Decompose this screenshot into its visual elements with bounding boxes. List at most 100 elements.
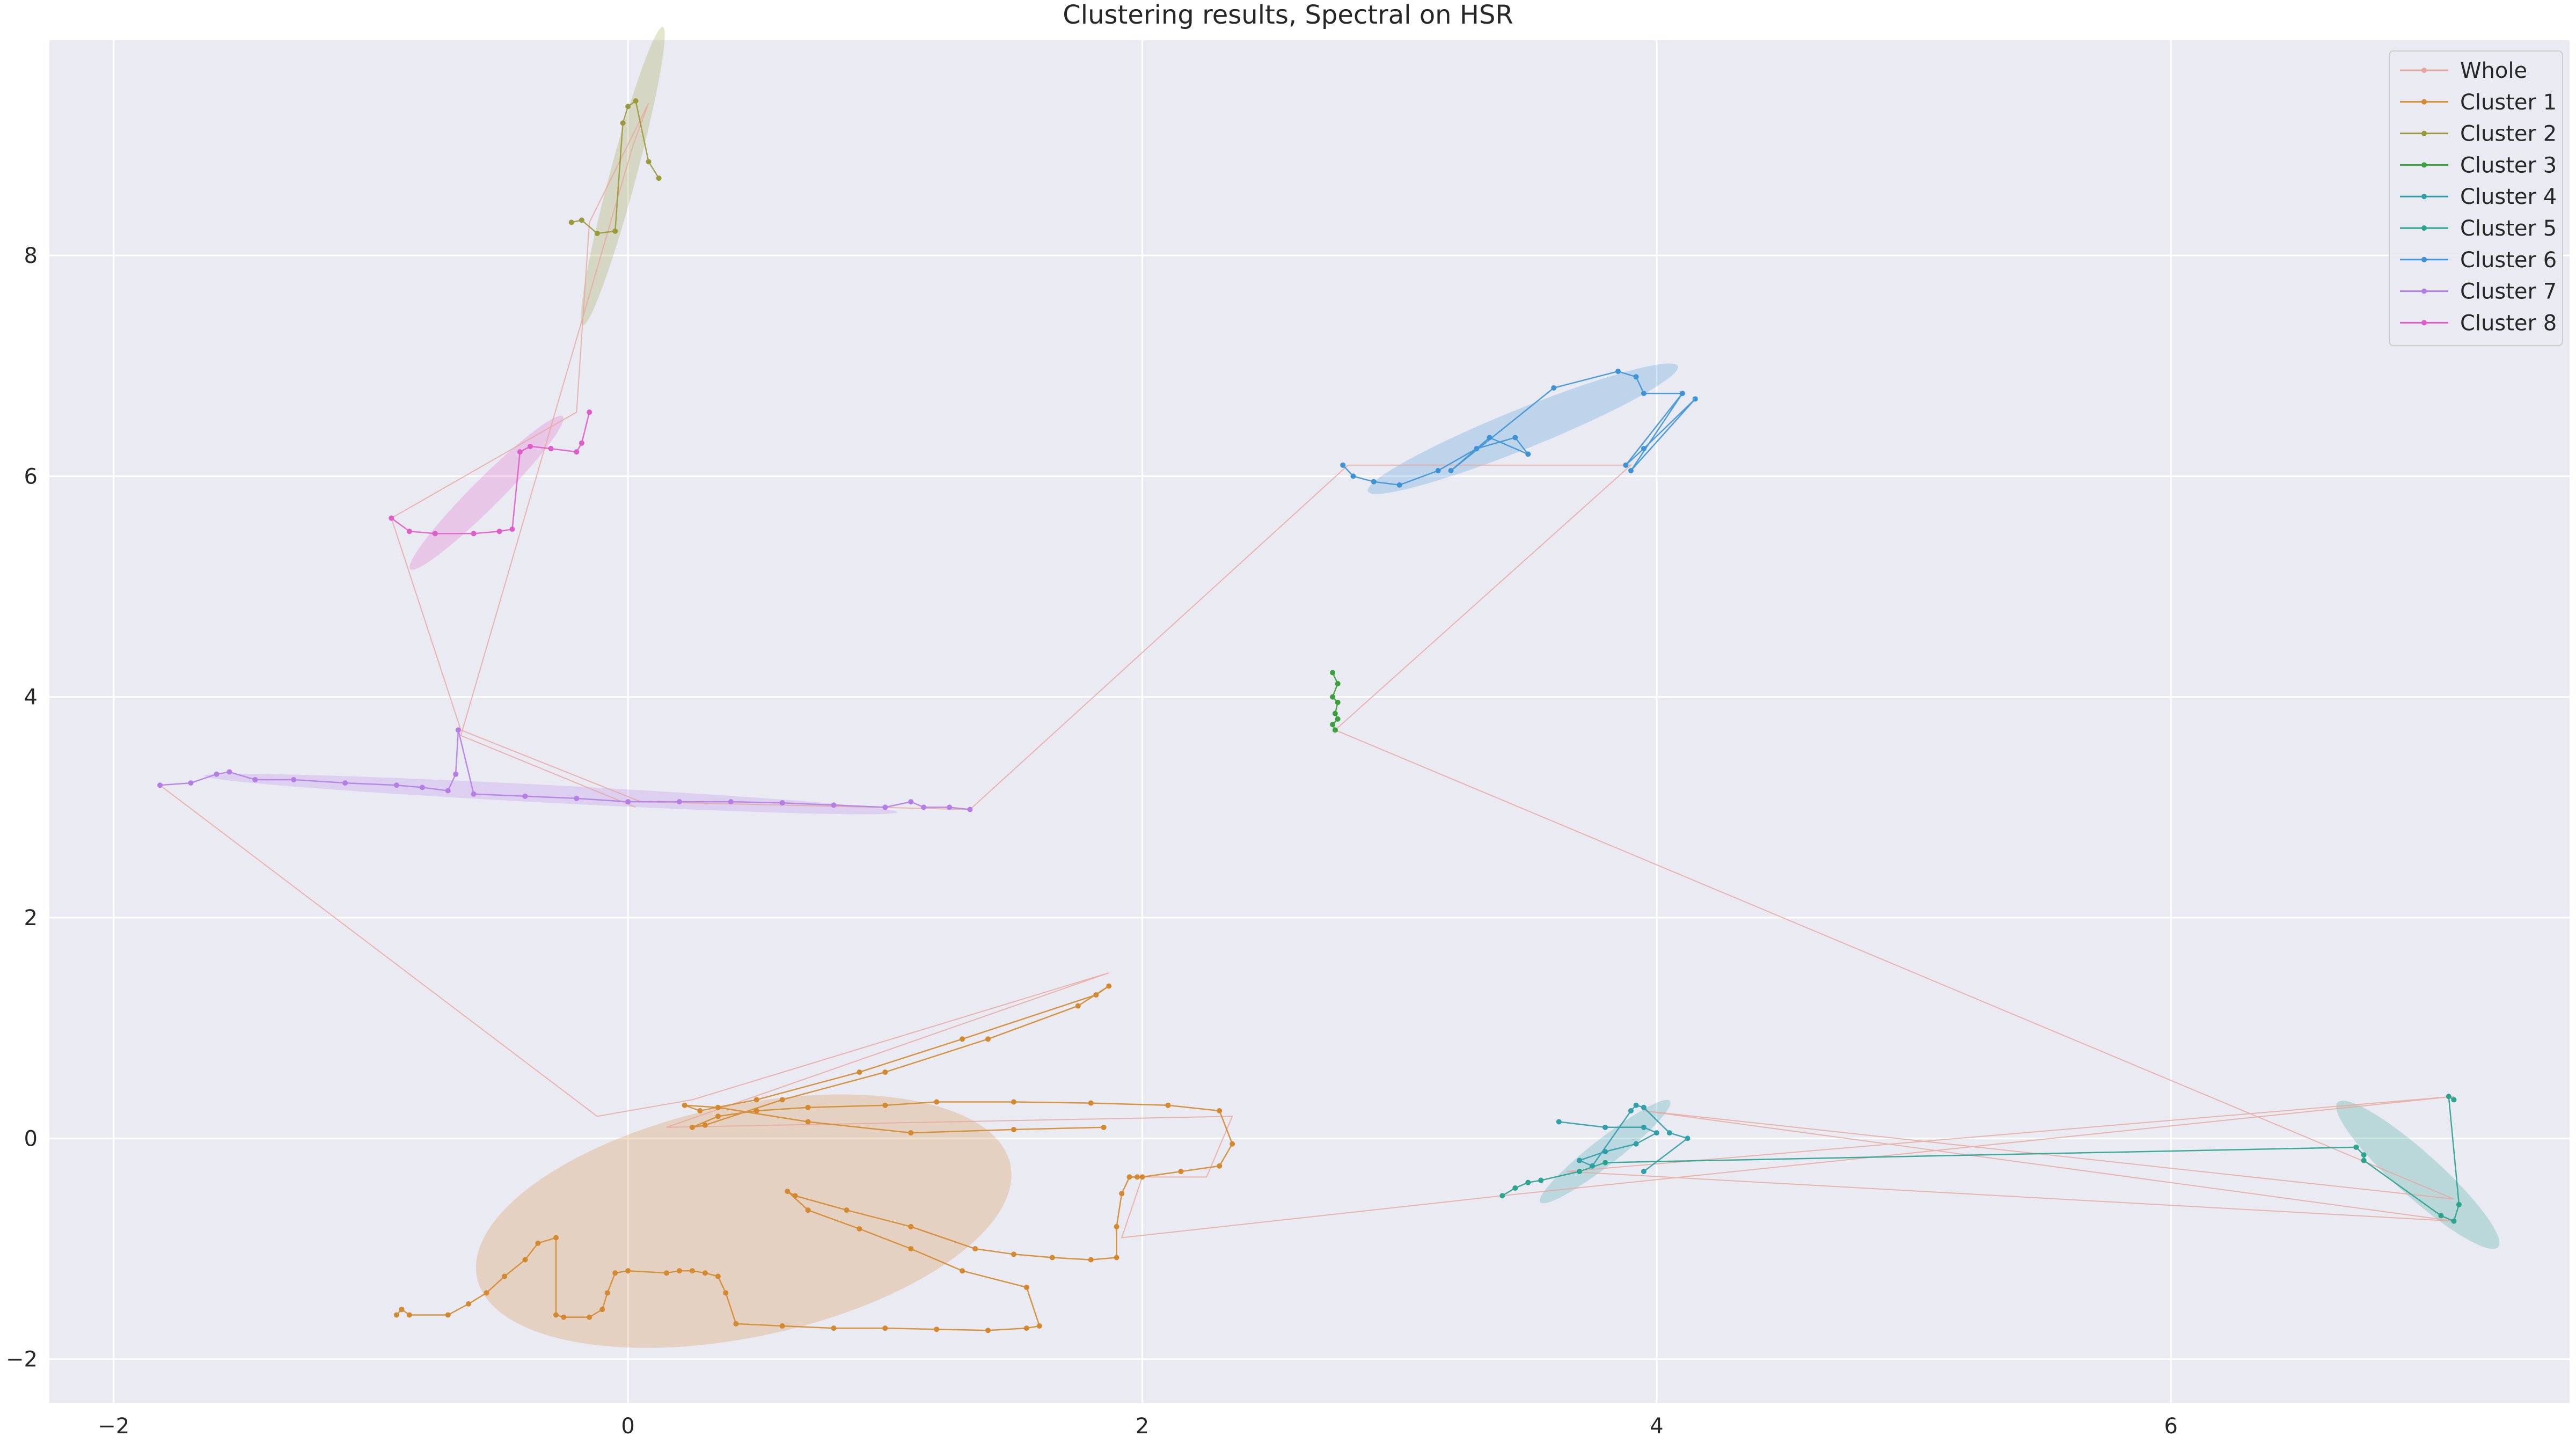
point-cluster-1 — [1049, 1255, 1055, 1261]
point-cluster-1 — [587, 1314, 592, 1320]
point-cluster-5 — [1499, 1193, 1505, 1199]
point-cluster-1 — [1217, 1108, 1223, 1113]
point-cluster-5 — [2353, 1144, 2359, 1150]
y-tick-label: 4 — [24, 685, 38, 710]
point-cluster-1 — [1106, 983, 1112, 989]
point-cluster-1 — [406, 1312, 412, 1318]
legend-marker-cluster-3 — [2421, 162, 2427, 168]
point-cluster-1 — [1101, 1124, 1107, 1130]
point-cluster-1 — [908, 1130, 914, 1136]
point-cluster-1 — [561, 1314, 567, 1320]
point-cluster-7 — [831, 802, 837, 808]
x-tick-label: 6 — [2164, 1414, 2178, 1439]
point-cluster-5 — [2361, 1152, 2367, 1158]
point-cluster-4 — [1685, 1135, 1690, 1141]
point-cluster-1 — [715, 1104, 721, 1110]
legend-label-cluster-4: Cluster 4 — [2460, 185, 2557, 209]
point-cluster-5 — [2451, 1218, 2457, 1224]
point-cluster-7 — [967, 807, 973, 812]
point-cluster-7 — [188, 780, 194, 786]
point-cluster-1 — [1023, 1325, 1029, 1331]
legend-marker-cluster-7 — [2421, 288, 2427, 294]
point-cluster-7 — [779, 800, 785, 806]
point-cluster-6 — [1623, 462, 1629, 468]
point-cluster-7 — [522, 793, 528, 799]
ellipse-cluster-6 — [1367, 363, 1678, 494]
point-cluster-8 — [548, 445, 554, 451]
point-cluster-3 — [1332, 710, 1338, 716]
point-cluster-3 — [1332, 727, 1338, 733]
ellipse-cluster-8 — [409, 415, 564, 570]
point-cluster-2 — [594, 230, 600, 236]
point-cluster-1 — [689, 1268, 695, 1274]
legend-marker-cluster-2 — [2421, 130, 2427, 136]
point-cluster-1 — [857, 1226, 862, 1232]
point-cluster-8 — [406, 529, 412, 534]
point-cluster-1 — [1088, 1100, 1094, 1106]
point-cluster-1 — [697, 1108, 703, 1113]
point-cluster-1 — [1134, 1174, 1140, 1180]
point-cluster-1 — [805, 1104, 811, 1110]
point-cluster-1 — [779, 1323, 785, 1329]
point-cluster-6 — [1615, 369, 1621, 375]
point-cluster-1 — [702, 1122, 708, 1128]
point-cluster-1 — [599, 1307, 605, 1313]
point-cluster-5 — [2438, 1213, 2444, 1219]
point-cluster-7 — [455, 727, 461, 733]
point-cluster-4 — [1633, 1141, 1639, 1147]
point-cluster-5 — [2361, 1157, 2367, 1163]
point-cluster-6 — [1448, 468, 1454, 474]
point-cluster-1 — [972, 1246, 978, 1252]
point-cluster-3 — [1330, 722, 1336, 728]
point-cluster-2 — [620, 120, 626, 126]
point-cluster-8 — [517, 449, 523, 455]
point-cluster-1 — [664, 1270, 670, 1276]
point-cluster-2 — [579, 217, 584, 223]
point-cluster-6 — [1633, 374, 1639, 380]
grid-lines — [49, 40, 2570, 1403]
series-line-cluster-6 — [1342, 370, 1696, 486]
point-cluster-6 — [1679, 391, 1685, 397]
point-cluster-1 — [1126, 1174, 1132, 1180]
legend-label-cluster-2: Cluster 2 — [2460, 122, 2557, 146]
point-cluster-1 — [522, 1257, 528, 1263]
point-cluster-4 — [1641, 1104, 1646, 1110]
point-cluster-1 — [960, 1268, 965, 1274]
point-cluster-1 — [1139, 1174, 1145, 1180]
point-cluster-4 — [1653, 1130, 1659, 1136]
point-cluster-1 — [1011, 1251, 1016, 1257]
point-cluster-7 — [157, 782, 163, 788]
point-cluster-1 — [1165, 1102, 1171, 1108]
point-cluster-1 — [805, 1207, 811, 1213]
series-lines — [157, 98, 2462, 1333]
point-cluster-1 — [1088, 1257, 1094, 1263]
legend-label-cluster-3: Cluster 3 — [2460, 153, 2557, 178]
point-cluster-7 — [625, 799, 631, 805]
point-cluster-2 — [656, 175, 662, 181]
point-cluster-8 — [471, 531, 477, 537]
point-cluster-1 — [844, 1207, 850, 1213]
point-cluster-5 — [2446, 1094, 2451, 1100]
point-cluster-1 — [502, 1273, 508, 1279]
point-cluster-7 — [252, 776, 258, 782]
point-cluster-2 — [612, 228, 618, 234]
point-cluster-1 — [715, 1113, 721, 1119]
point-cluster-1 — [625, 1268, 631, 1274]
y-tick-label: 6 — [24, 464, 38, 489]
point-cluster-1 — [1093, 992, 1099, 998]
legend-marker-whole — [2421, 68, 2427, 73]
ellipse-cluster-1 — [475, 1094, 1012, 1348]
point-cluster-1 — [1114, 1223, 1119, 1229]
point-cluster-1 — [535, 1240, 541, 1246]
point-cluster-6 — [1692, 396, 1698, 402]
point-cluster-1 — [604, 1290, 610, 1296]
point-cluster-4 — [1666, 1130, 1672, 1136]
point-cluster-1 — [1217, 1163, 1223, 1169]
point-cluster-1 — [399, 1307, 405, 1313]
point-cluster-7 — [677, 799, 682, 805]
point-cluster-1 — [702, 1270, 708, 1276]
point-cluster-8 — [579, 440, 584, 446]
legend-label-cluster-8: Cluster 8 — [2460, 311, 2557, 335]
point-cluster-7 — [921, 804, 927, 810]
